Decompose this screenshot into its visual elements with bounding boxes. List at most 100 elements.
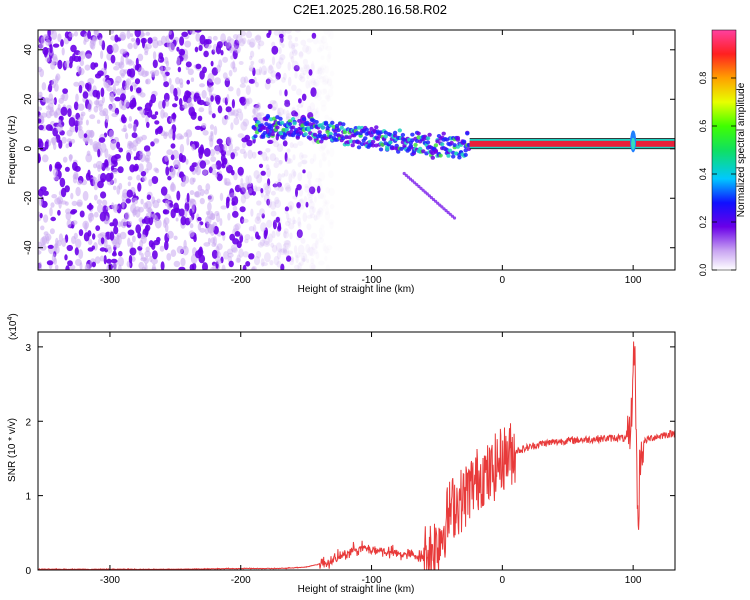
noise-blob	[121, 198, 125, 209]
noise-blob	[146, 194, 152, 200]
noise-blob	[133, 156, 138, 161]
noise-blob	[52, 168, 59, 177]
noise-blob	[319, 144, 326, 150]
noise-blob	[45, 55, 50, 63]
signal-blob	[378, 147, 384, 152]
noise-blob	[234, 45, 241, 54]
noise-blob	[322, 88, 328, 94]
noise-blob	[93, 211, 99, 218]
noise-blob	[95, 98, 100, 108]
noise-blob	[198, 44, 203, 52]
noise-blob	[193, 94, 197, 103]
noise-blob	[284, 101, 291, 107]
noise-blob	[205, 216, 212, 225]
noise-blob	[70, 44, 77, 53]
noise-blob	[145, 79, 149, 85]
snr-y-ticks: 0 1 2 3	[25, 343, 675, 577]
noise-blob	[246, 139, 253, 147]
noise-blob	[285, 220, 291, 227]
noise-blob	[245, 85, 251, 96]
noise-blob	[314, 88, 322, 97]
noise-blob	[138, 163, 144, 173]
colorbar-ticks: 0.0 0.2 0.4 0.6 0.8	[698, 72, 736, 276]
noise-blob	[143, 256, 150, 265]
noise-blob	[211, 169, 217, 176]
noise-blob	[280, 248, 287, 254]
signal-blob	[275, 125, 280, 130]
noise-blob	[172, 103, 178, 108]
noise-blob	[268, 233, 273, 243]
noise-blob	[86, 204, 94, 210]
noise-blob	[180, 216, 187, 226]
noise-blob	[313, 215, 319, 221]
noise-blob	[273, 141, 280, 148]
noise-blob	[287, 76, 292, 87]
noise-blob	[168, 78, 172, 85]
noise-blob	[96, 119, 101, 124]
noise-blob	[309, 246, 316, 257]
noise-blob	[82, 91, 89, 99]
noise-blob	[51, 60, 56, 66]
noise-blob	[241, 142, 246, 149]
noise-blob	[131, 97, 136, 107]
noise-blob	[326, 95, 332, 102]
noise-blob	[269, 260, 274, 266]
noise-blob	[271, 100, 278, 111]
noise-blob	[299, 76, 306, 83]
signal-blob	[339, 125, 344, 130]
noise-blob	[315, 251, 320, 260]
noise-blob	[82, 190, 89, 201]
noise-blob	[112, 84, 116, 93]
noise-blob	[300, 39, 307, 46]
noise-blob	[265, 164, 270, 171]
noise-blob	[121, 116, 127, 124]
noise-blob	[296, 184, 302, 191]
noise-blob	[313, 91, 318, 100]
noise-blob	[247, 175, 252, 184]
noise-blob	[207, 237, 211, 245]
noise-blob	[305, 201, 309, 208]
noise-blob	[73, 232, 78, 240]
noise-blob	[211, 242, 217, 247]
noise-blob	[55, 237, 59, 246]
signal-blob	[452, 143, 457, 148]
noise-blob	[315, 211, 321, 220]
noise-blob	[144, 250, 151, 258]
noise-blob	[45, 110, 52, 119]
signal-tail	[408, 177, 413, 181]
noise-blob	[75, 93, 79, 103]
x-tick-label: 0	[500, 275, 506, 286]
noise-blob	[210, 156, 217, 163]
noise-blob	[222, 56, 229, 63]
noise-blob	[100, 50, 104, 60]
noise-blob	[317, 182, 323, 192]
noise-blob	[297, 244, 305, 255]
noise-blob	[87, 30, 92, 39]
noise-blob	[152, 51, 157, 60]
noise-blob	[182, 245, 189, 256]
signal-blob	[370, 139, 376, 144]
noise-blob	[66, 129, 73, 137]
noise-blob	[178, 78, 184, 85]
noise-blob	[238, 38, 245, 47]
noise-blob	[146, 161, 153, 171]
noise-blob	[237, 133, 245, 139]
noise-blob	[213, 125, 218, 136]
noise-blob	[280, 263, 285, 270]
signal-tail	[448, 212, 452, 216]
noise-blob	[133, 84, 137, 91]
noise-blob	[113, 136, 120, 143]
noise-blob	[205, 39, 212, 45]
signal-tail	[402, 171, 406, 176]
noise-blob	[228, 260, 234, 268]
noise-blob	[68, 117, 76, 127]
signal-blob	[433, 143, 439, 148]
noise-blob	[187, 68, 194, 76]
noise-blob	[179, 171, 185, 178]
noise-blob	[299, 72, 305, 79]
noise-blob	[224, 78, 230, 88]
noise-blob	[313, 196, 317, 203]
noise-blob	[57, 59, 63, 70]
noise-blob	[311, 108, 318, 116]
noise-blob	[240, 121, 248, 131]
